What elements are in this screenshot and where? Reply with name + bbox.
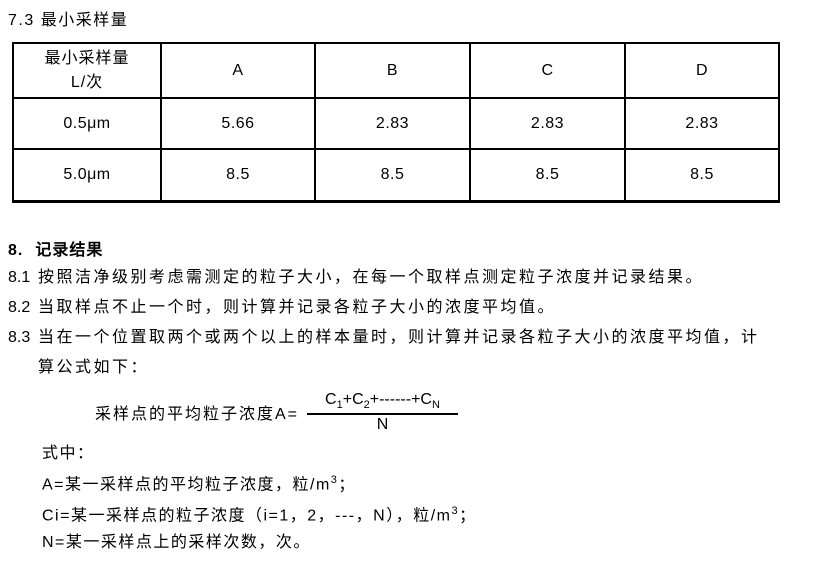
- numerator-subscript: 2: [363, 398, 370, 411]
- table-cell: 8.5: [469, 148, 626, 202]
- legend-text: ；: [338, 476, 356, 494]
- numerator-term: +------+C: [369, 390, 432, 408]
- table-header-cell-d: D: [624, 42, 780, 99]
- table-cell: 8.5: [160, 148, 316, 202]
- formula-fraction: C1+C2+------+CN N: [307, 390, 458, 434]
- numerator-term: +C: [342, 390, 364, 408]
- paragraph-number: 8.1: [8, 268, 31, 286]
- table-header-cell-a: A: [160, 42, 316, 99]
- min-sampling-volume-table: 最小采样量 L/次 A B C D 0.5μm 5.66 2.83 2.83 2…: [12, 42, 780, 203]
- header-label-line2: L/次: [70, 73, 104, 91]
- table-cell: 5.66: [160, 97, 316, 150]
- document-page: 7.3 最小采样量 最小采样量 L/次 A B C D 0.5μm 5.66 2…: [0, 10, 819, 577]
- numerator-subscript: N: [431, 398, 440, 411]
- legend-line-ci: Ci=某一采样点的粒子浓度（i=1，2，---，N），粒/m3；: [42, 498, 819, 529]
- section-8-title: 记录结果: [35, 241, 104, 259]
- legend-intro: 式中：: [42, 444, 95, 462]
- legend-text: A=某一采样点的平均粒子浓度，粒/m: [42, 476, 331, 494]
- paragraph-number: 8.2: [8, 298, 31, 316]
- formula-numerator: C1+C2+------+CN: [307, 390, 458, 415]
- legend-line-n: N=某一采样点上的采样次数，次。: [42, 534, 311, 552]
- legend-text: Ci=某一采样点的粒子浓度（i=1，2，---，N），粒/m: [42, 507, 452, 525]
- numerator-term: C: [325, 390, 337, 408]
- formula-label: 采样点的平均粒子浓度A=: [95, 406, 300, 424]
- formula: 采样点的平均粒子浓度A= C1+C2+------+CN N: [95, 390, 819, 434]
- table-row: 5.0μm 8.5 8.5 8.5 8.5: [12, 148, 780, 202]
- table-header-cell-c: C: [469, 42, 626, 99]
- paragraph-8-3: 8.3 当在一个位置取两个或两个以上的样本量时，则计算并记录各粒子大小的浓度平均…: [8, 323, 819, 353]
- paragraph-text: 按照洁净级别考虑需测定的粒子大小，在每一个取样点测定粒子浓度并记录结果。: [38, 268, 705, 286]
- table-cell: 2.83: [624, 97, 780, 150]
- section-8-number: 8.: [8, 241, 24, 259]
- section-8-heading: 8. 记录结果: [8, 239, 819, 263]
- table-cell: 2.83: [314, 97, 471, 150]
- table-header-cell-label: 最小采样量 L/次: [12, 42, 162, 99]
- superscript: 3: [330, 473, 339, 486]
- paragraph-8-1: 8.1 按照洁净级别考虑需测定的粒子大小，在每一个取样点测定粒子浓度并记录结果。: [8, 263, 819, 293]
- table-cell: 8.5: [314, 148, 471, 202]
- table-header-cell-b: B: [314, 42, 471, 99]
- paragraph-8-3-continuation: 算公式如下：: [38, 358, 150, 376]
- paragraph-text: 当取样点不止一个时，则计算并记录各粒子大小的浓度平均值。: [38, 298, 557, 316]
- table-header-row: 最小采样量 L/次 A B C D: [12, 42, 780, 99]
- paragraph-text: 当在一个位置取两个或两个以上的样本量时，则计算并记录各粒子大小的浓度平均值，计: [38, 328, 760, 346]
- paragraph-number: 8.3: [8, 328, 31, 346]
- header-label-line1: 最小采样量: [44, 49, 130, 67]
- formula-denominator: N: [376, 415, 389, 433]
- numerator-subscript: 1: [336, 398, 343, 411]
- table-cell: 2.83: [469, 97, 626, 150]
- row-label: 5.0μm: [12, 148, 162, 202]
- legend-line-a: A=某一采样点的平均粒子浓度，粒/m3；: [42, 467, 819, 498]
- table-row: 0.5μm 5.66 2.83 2.83 2.83: [12, 97, 780, 150]
- legend-text: ；: [459, 507, 477, 525]
- row-label: 0.5μm: [12, 97, 162, 150]
- superscript: 3: [451, 505, 460, 518]
- paragraph-8-2: 8.2 当取样点不止一个时，则计算并记录各粒子大小的浓度平均值。: [8, 293, 819, 323]
- section-7-3-title: 7.3 最小采样量: [8, 12, 129, 29]
- formula-legend: 式中： A=某一采样点的平均粒子浓度，粒/m3； Ci=某一采样点的粒子浓度（i…: [42, 440, 819, 557]
- table-cell: 8.5: [624, 148, 780, 202]
